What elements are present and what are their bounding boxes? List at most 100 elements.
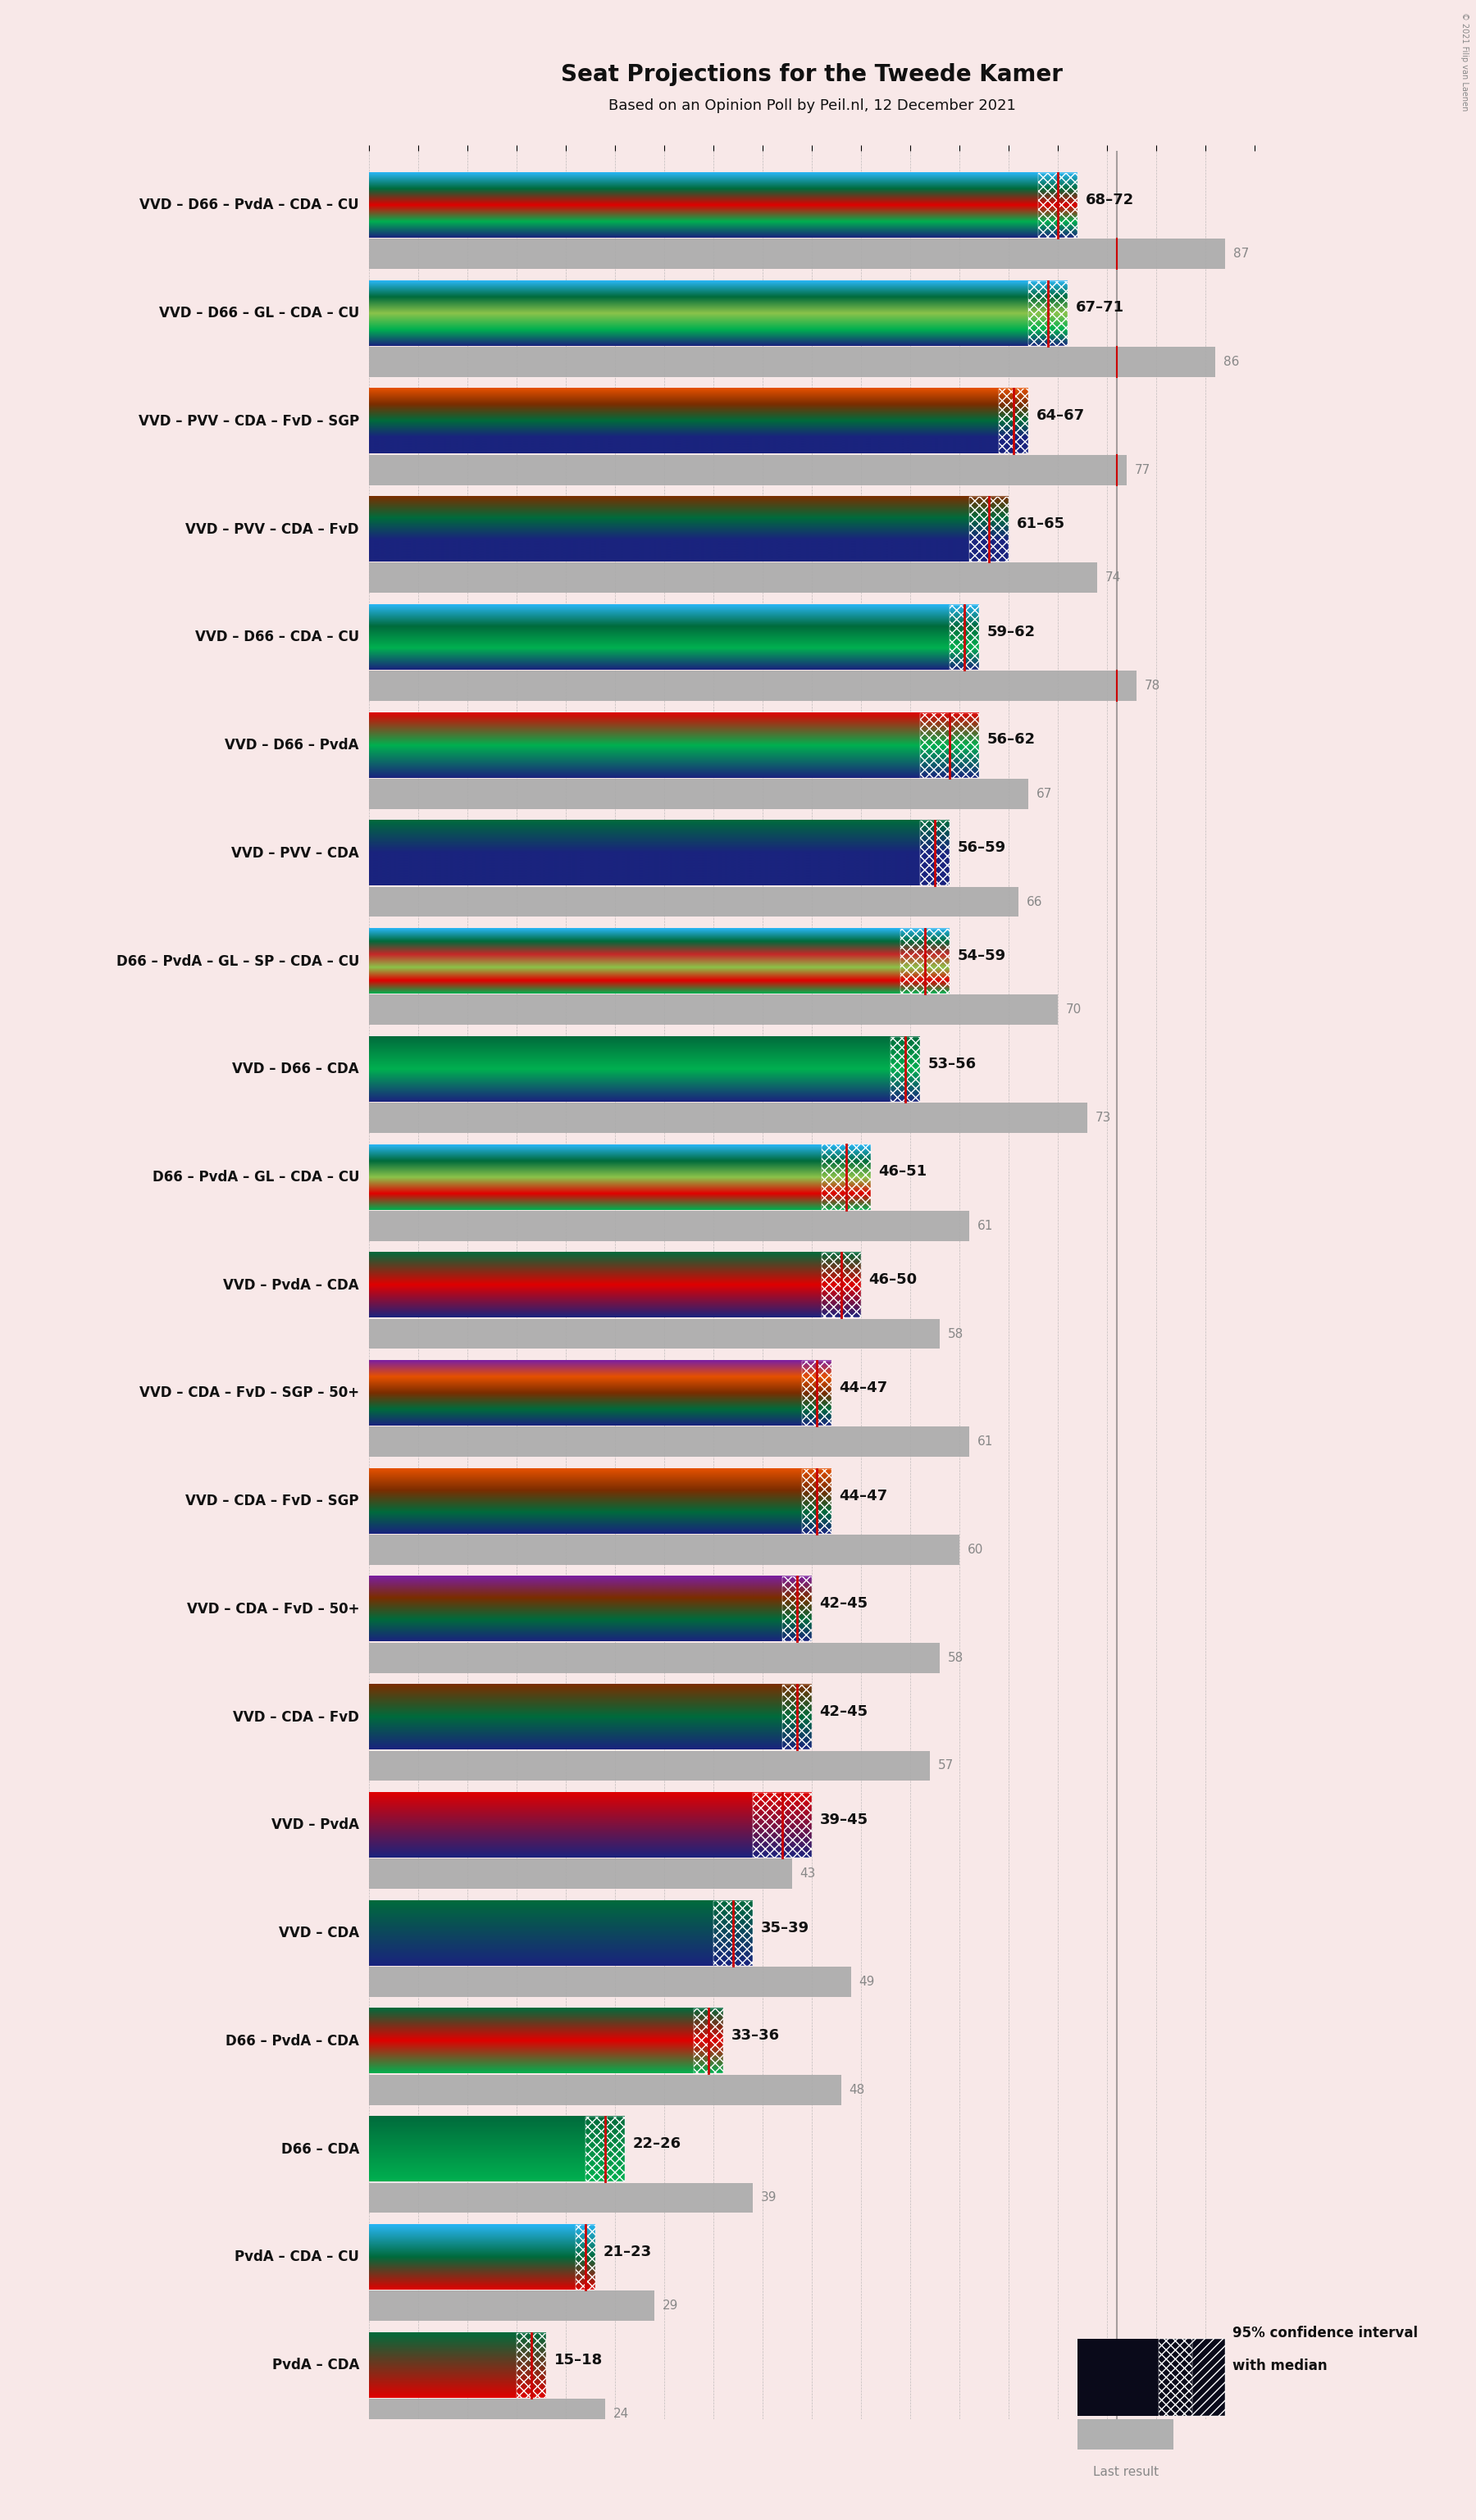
Text: 54–59: 54–59 xyxy=(958,948,1007,963)
Bar xyxy=(801,1361,831,1426)
Text: 74: 74 xyxy=(1106,572,1120,585)
Bar xyxy=(369,995,1058,1026)
Text: 21–23: 21–23 xyxy=(604,2245,652,2258)
Text: D66 – CDA: D66 – CDA xyxy=(280,2142,359,2157)
Text: D66 – PvdA – CDA: D66 – PvdA – CDA xyxy=(226,2034,359,2049)
Bar xyxy=(369,1860,793,1890)
Text: 44–47: 44–47 xyxy=(840,1489,889,1502)
Bar xyxy=(920,713,979,779)
Text: 59–62: 59–62 xyxy=(987,625,1036,640)
Bar xyxy=(1029,280,1067,345)
Text: 61: 61 xyxy=(977,1436,993,1449)
Text: 46–51: 46–51 xyxy=(878,1164,927,1179)
Text: 53–56: 53–56 xyxy=(928,1056,977,1071)
Bar xyxy=(822,1252,861,1318)
Text: 66: 66 xyxy=(1026,895,1042,907)
Text: VVD – CDA – FvD: VVD – CDA – FvD xyxy=(233,1711,359,1724)
Text: 67–71: 67–71 xyxy=(1076,300,1125,315)
Text: 39: 39 xyxy=(760,2192,776,2205)
Text: Last result: Last result xyxy=(1094,2467,1159,2477)
Bar xyxy=(782,1686,812,1749)
Text: 39–45: 39–45 xyxy=(819,1812,868,1827)
Text: with median: with median xyxy=(1232,2359,1327,2374)
Bar xyxy=(369,2291,654,2321)
Text: 61: 61 xyxy=(977,1220,993,1232)
Text: PvdA – CDA – CU: PvdA – CDA – CU xyxy=(235,2250,359,2265)
Text: Seat Projections for the Tweede Kamer: Seat Projections for the Tweede Kamer xyxy=(561,63,1063,86)
Bar xyxy=(369,1643,940,1673)
Text: 48: 48 xyxy=(849,2084,865,2097)
Text: VVD – CDA – FvD – SGP: VVD – CDA – FvD – SGP xyxy=(186,1494,359,1509)
Bar xyxy=(369,1535,959,1565)
Bar xyxy=(369,1751,930,1782)
Bar xyxy=(822,1144,871,1210)
Text: 73: 73 xyxy=(1095,1111,1111,1124)
Bar xyxy=(369,454,1126,484)
Text: 68–72: 68–72 xyxy=(1085,192,1134,207)
Text: 60: 60 xyxy=(967,1545,983,1555)
Text: PvdA – CDA: PvdA – CDA xyxy=(272,2359,359,2371)
Text: © 2021 Filip van Laenen: © 2021 Filip van Laenen xyxy=(1460,13,1469,111)
Text: 61–65: 61–65 xyxy=(1017,517,1066,532)
Text: VVD – CDA – FvD – 50+: VVD – CDA – FvD – 50+ xyxy=(186,1603,359,1615)
Bar xyxy=(369,779,1029,809)
Text: 35–39: 35–39 xyxy=(760,1920,809,1935)
Text: 44–47: 44–47 xyxy=(840,1381,889,1396)
Text: 42–45: 42–45 xyxy=(819,1598,868,1610)
Bar xyxy=(890,1036,920,1101)
Text: D66 – PvdA – GL – CDA – CU: D66 – PvdA – GL – CDA – CU xyxy=(152,1169,359,1184)
Bar xyxy=(369,562,1097,592)
Text: 64–67: 64–67 xyxy=(1036,408,1085,423)
Bar xyxy=(586,2117,624,2182)
Text: 57: 57 xyxy=(937,1759,953,1772)
Bar xyxy=(369,1318,940,1348)
Bar xyxy=(369,2182,753,2213)
Bar xyxy=(369,348,1215,378)
Text: 42–45: 42–45 xyxy=(819,1704,868,1719)
Text: 15–18: 15–18 xyxy=(554,2354,602,2366)
Bar xyxy=(801,1469,831,1535)
Text: VVD – D66 – PvdA: VVD – D66 – PvdA xyxy=(224,738,359,753)
Bar xyxy=(369,2074,841,2104)
Text: 29: 29 xyxy=(663,2301,677,2311)
Bar xyxy=(369,1210,970,1240)
Text: VVD – CDA: VVD – CDA xyxy=(279,1925,359,1940)
Text: VVD – D66 – CDA: VVD – D66 – CDA xyxy=(232,1061,359,1076)
Text: VVD – PVV – CDA – FvD: VVD – PVV – CDA – FvD xyxy=(186,522,359,537)
Text: 95% confidence interval: 95% confidence interval xyxy=(1232,2326,1418,2341)
Bar xyxy=(369,1426,970,1457)
Bar xyxy=(920,822,949,885)
Text: VVD – D66 – GL – CDA – CU: VVD – D66 – GL – CDA – CU xyxy=(159,305,359,320)
Text: 33–36: 33–36 xyxy=(731,2029,779,2044)
Bar xyxy=(782,1578,812,1641)
Text: Based on an Opinion Poll by Peil.nl, 12 December 2021: Based on an Opinion Poll by Peil.nl, 12 … xyxy=(608,98,1015,113)
Text: 78: 78 xyxy=(1144,680,1160,693)
Bar xyxy=(949,605,979,670)
Bar xyxy=(369,1104,1088,1134)
Text: D66 – PvdA – GL – SP – CDA – CU: D66 – PvdA – GL – SP – CDA – CU xyxy=(117,955,359,968)
Text: 22–26: 22–26 xyxy=(633,2137,682,2152)
Bar xyxy=(369,887,1018,917)
Text: 77: 77 xyxy=(1135,464,1150,476)
Text: VVD – PvdA – CDA: VVD – PvdA – CDA xyxy=(223,1278,359,1293)
Text: 24: 24 xyxy=(613,2407,629,2419)
Text: 67: 67 xyxy=(1036,789,1052,799)
Bar xyxy=(970,496,1008,562)
Text: 58: 58 xyxy=(948,1651,964,1663)
Text: 86: 86 xyxy=(1224,355,1238,368)
Text: VVD – D66 – CDA – CU: VVD – D66 – CDA – CU xyxy=(195,630,359,645)
Text: VVD – D66 – PvdA – CDA – CU: VVD – D66 – PvdA – CDA – CU xyxy=(140,199,359,212)
Bar xyxy=(517,2334,546,2397)
Text: VVD – CDA – FvD – SGP – 50+: VVD – CDA – FvD – SGP – 50+ xyxy=(139,1386,359,1401)
Bar xyxy=(369,1966,852,1996)
Text: VVD – PVV – CDA – FvD – SGP: VVD – PVV – CDA – FvD – SGP xyxy=(139,413,359,428)
Text: VVD – PVV – CDA: VVD – PVV – CDA xyxy=(232,847,359,859)
Bar xyxy=(369,239,1225,270)
Bar xyxy=(713,1900,753,1966)
Text: 49: 49 xyxy=(859,1976,875,1988)
Bar xyxy=(369,2399,605,2429)
Text: 46–50: 46–50 xyxy=(869,1273,918,1288)
Bar xyxy=(694,2008,723,2074)
Bar xyxy=(900,930,949,993)
Text: 56–59: 56–59 xyxy=(958,842,1007,854)
